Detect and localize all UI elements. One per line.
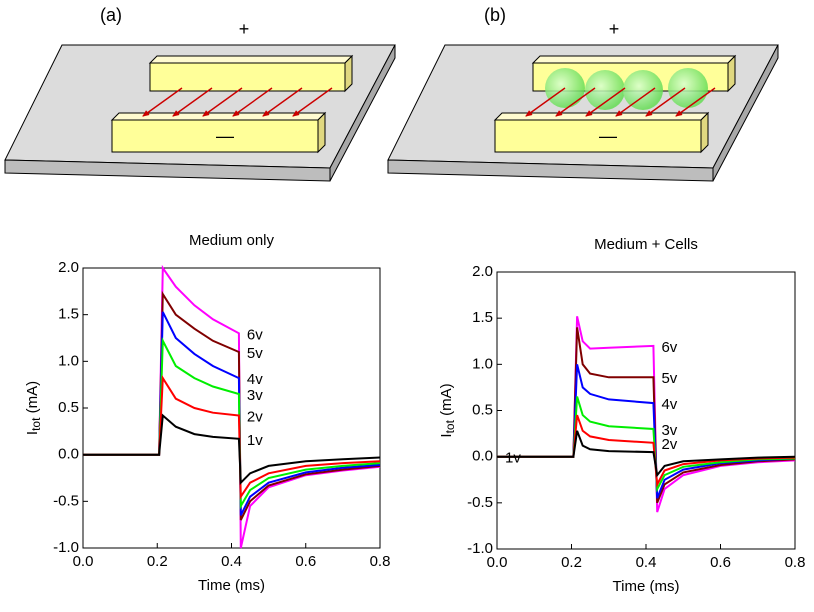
series-line (83, 290, 381, 521)
minus-sign: — (216, 126, 234, 146)
device-b (387, 44, 779, 182)
series-line (497, 430, 796, 478)
series-label: 2v (661, 436, 677, 453)
series-label: 3v (661, 422, 677, 439)
minus-sign: — (599, 126, 617, 146)
plot-frame (82, 267, 381, 549)
series-line (83, 311, 381, 516)
panel-label: (a) (100, 5, 122, 25)
y-tick-label: 0.5 (58, 399, 79, 416)
series-label: 6v (661, 339, 677, 356)
x-axis-label: Time (ms) (198, 577, 265, 594)
plus-sign: + (609, 19, 620, 39)
y-tick-label: 0.0 (472, 448, 493, 465)
x-tick-label: 0.8 (785, 554, 806, 571)
series-line (83, 374, 381, 500)
y-tick-label: 1.5 (58, 306, 79, 323)
series-label: 6v (247, 326, 263, 343)
x-tick-label: 0.0 (487, 554, 508, 571)
y-tick-label: 1.0 (472, 355, 493, 372)
y-axis-label: Itot (mA) (438, 383, 457, 437)
x-tick-label: 0.6 (710, 554, 731, 571)
series-line (83, 413, 381, 486)
plot-frame (496, 271, 796, 550)
y-tick-label: -0.5 (53, 492, 79, 509)
y-tick-label: 1.5 (472, 309, 493, 326)
y-label-main: I (438, 433, 455, 437)
series-line (497, 327, 796, 504)
panel-label: (b) (484, 5, 506, 25)
series-label: 2v (247, 408, 263, 425)
series-label: 5v (247, 345, 263, 362)
y-axis-label: Itot (mA) (24, 381, 43, 435)
y-tick-label: 2.0 (58, 259, 79, 276)
y-label-sub: tot (29, 417, 43, 431)
x-tick-label: 0.6 (295, 553, 316, 570)
series-line (83, 336, 381, 510)
plus-sign: + (239, 19, 250, 39)
x-axis-label: Time (ms) (613, 578, 680, 595)
y-tick-label: 1.0 (58, 352, 79, 369)
series-label: 5v (661, 370, 677, 387)
series-label: 4v (661, 396, 677, 413)
series-label: 1v (505, 450, 521, 467)
x-tick-label: 0.8 (370, 553, 391, 570)
chart-title: Medium only (189, 232, 275, 249)
y-label-unit: (mA) (24, 381, 41, 414)
y-tick-label: -1.0 (467, 540, 493, 557)
series-line (497, 364, 796, 499)
x-tick-label: 0.4 (636, 554, 657, 571)
device-a (4, 44, 396, 182)
y-label-unit: (mA) (438, 383, 455, 416)
y-tick-label: 0.5 (472, 401, 493, 418)
series-line (497, 316, 796, 513)
series-line (497, 414, 796, 488)
series-line (83, 264, 381, 549)
series-label: 1v (247, 432, 263, 449)
y-label-sub: tot (443, 419, 457, 433)
y-label-main: I (24, 431, 41, 435)
y-tick-label: -0.5 (467, 494, 493, 511)
y-tick-label: 0.0 (58, 446, 79, 463)
x-tick-label: 0.2 (147, 553, 168, 570)
y-tick-label: -1.0 (53, 539, 79, 556)
x-tick-label: 0.0 (73, 553, 94, 570)
series-label: 3v (247, 387, 263, 404)
x-tick-label: 0.4 (221, 553, 242, 570)
chart-title: Medium + Cells (594, 236, 698, 253)
series-line (497, 396, 796, 493)
y-tick-label: 2.0 (472, 263, 493, 280)
series-label: 4v (247, 371, 263, 388)
x-tick-label: 0.2 (561, 554, 582, 571)
